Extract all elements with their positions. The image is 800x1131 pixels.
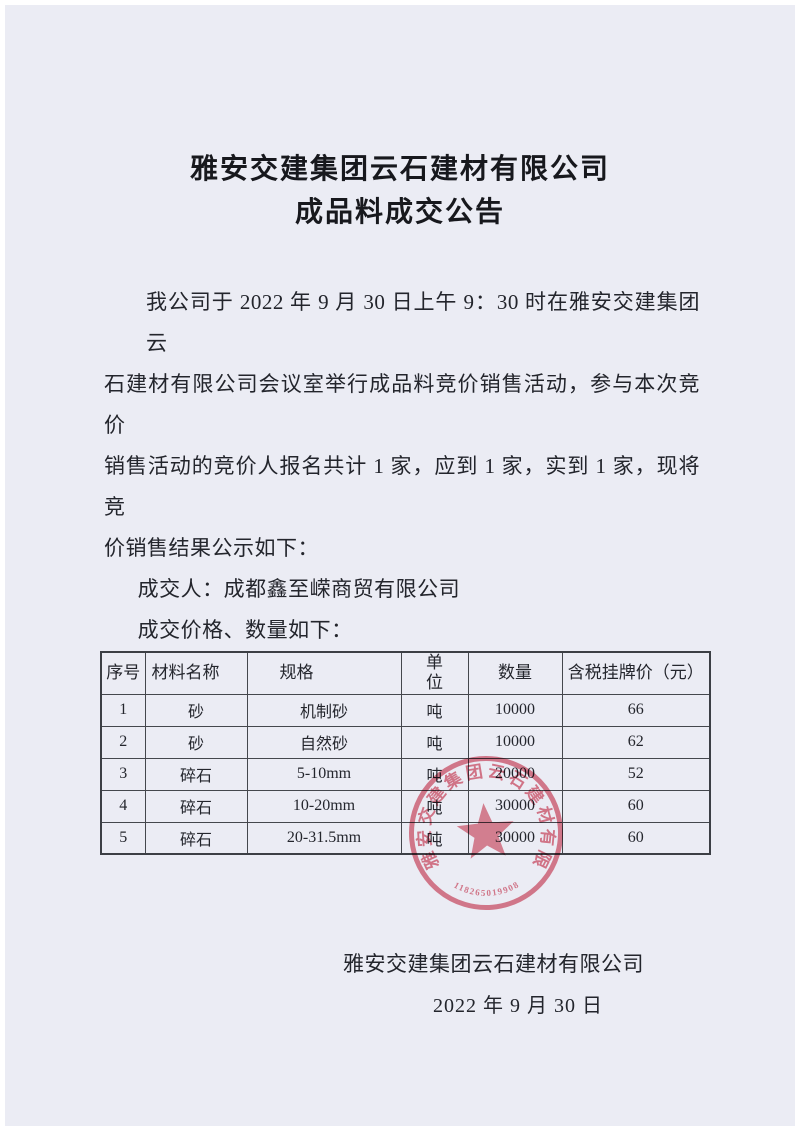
table-cell: 62 [561, 725, 711, 759]
table-cell: 碎石 [144, 789, 248, 823]
title-line-company: 雅安交建集团云石建材有限公司 [189, 154, 610, 185]
table-row: 2 砂自然砂吨 10000 62 [100, 725, 711, 759]
announcement-paragraph: 我公司于 2022 年 9 月 30 日上午 9：30 时在雅安交建集团云 石建… [104, 282, 700, 651]
seal-ring [409, 756, 563, 910]
paragraph-line: 销售活动的竞价人报名共计 1 家，应到 1 家，实到 1 家，现将竞 [104, 454, 700, 519]
table-header-cell: 序号 [100, 651, 146, 695]
table-cell: 自然砂 [246, 725, 402, 759]
table-cell: 4 [100, 789, 146, 823]
price-table: 序号 材料名称 规格单 位数量 含税挂牌价（元） 1 砂机制砂吨 10000 66 2 砂自然砂… [100, 651, 711, 855]
seal-star-icon [456, 803, 514, 859]
signature-date: 2022 年 9 月 30 日 [433, 995, 603, 1017]
table-header-row: 序号 材料名称 规格单 位数量 含税挂牌价（元） [100, 651, 711, 695]
table-header-cell: 单 位 [400, 651, 469, 695]
table-cell: 砂 [144, 725, 248, 759]
table-cell: 5 [100, 821, 146, 855]
table-cell: 20-31.5mm [246, 821, 402, 855]
table-cell: 吨 [400, 725, 469, 759]
title-line-subject: 成品料成交公告 [294, 197, 505, 228]
table-cell: 60 [561, 821, 711, 855]
table-cell: 3 [100, 757, 146, 791]
table-cell: 吨 [400, 693, 469, 727]
table-cell: 砂 [144, 693, 248, 727]
price-intro-line: 成交价格、数量如下： [137, 618, 353, 642]
company-seal-stamp: 雅安交建集团云石建材有限公司 118265019908 [400, 746, 563, 910]
table-cell: 66 [561, 693, 711, 727]
table-header-cell: 数量 [467, 651, 563, 695]
table-cell: 52 [561, 757, 711, 791]
seal-serial-number: 118265019908 [452, 874, 522, 901]
table-cell: 10-20mm [246, 789, 402, 823]
paragraph-line: 价销售结果公示如下： [104, 536, 319, 560]
table-cell: 5-10mm [246, 757, 402, 791]
signature-block: 雅安交建集团云石建材有限公司 2022 年 9 月 30 日 [0, 943, 800, 1027]
table-cell: 10000 [467, 693, 563, 727]
table-row: 1 砂机制砂吨 10000 66 [100, 693, 711, 727]
table-header-cell: 含税挂牌价（元） [561, 651, 711, 695]
table-cell: 碎石 [144, 757, 248, 791]
table-header-cell: 规格 [246, 651, 402, 695]
table-cell: 碎石 [144, 821, 248, 855]
table-cell: 机制砂 [246, 693, 402, 727]
table-header-cell: 材料名称 [144, 651, 248, 695]
paragraph-line: 石建材有限公司会议室举行成品料竞价销售活动，参与本次竞价 [104, 372, 700, 437]
paragraph-line: 我公司于 2022 年 9 月 30 日上午 9：30 时在雅安交建集团云 [146, 290, 700, 355]
signature-company: 雅安交建集团云石建材有限公司 [343, 952, 644, 976]
price-table-body: 1 砂机制砂吨 10000 66 2 砂自然砂吨 10000 62 3 碎石 5-10mm 吨 2000… [100, 693, 711, 855]
table-cell: 60 [561, 789, 711, 823]
table-cell: 10000 [467, 725, 563, 759]
buyer-line: 成交人：成都鑫至嵘商贸有限公司 [137, 577, 461, 601]
paper-background [5, 5, 795, 1126]
seal-serial-text: 118265019908 [452, 874, 522, 901]
table-cell: 2 [100, 725, 146, 759]
price-table-head: 序号 材料名称 规格单 位数量 含税挂牌价（元） [100, 651, 711, 695]
table-cell: 1 [100, 693, 146, 727]
document-title: 雅安交建集团云石建材有限公司 成品料成交公告 [0, 0, 800, 234]
